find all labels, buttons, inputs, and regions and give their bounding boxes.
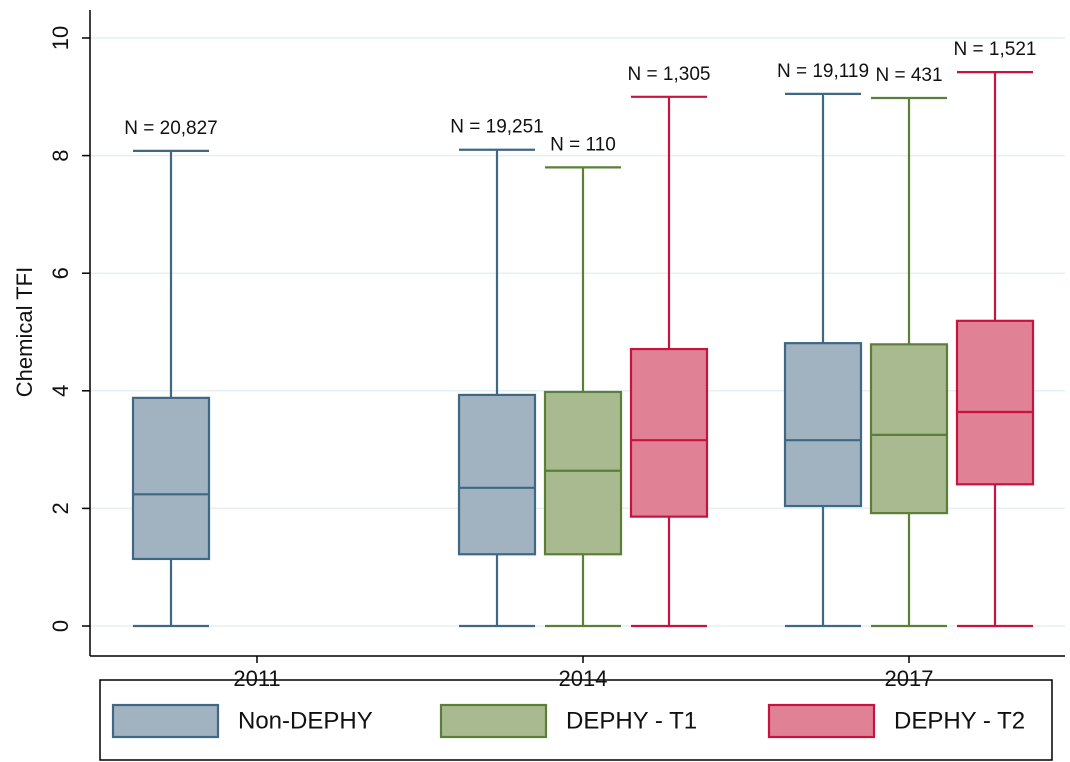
y-tick-label: 4 — [48, 385, 73, 397]
x-tick-label: 2014 — [559, 666, 608, 691]
box — [131, 396, 211, 561]
box — [783, 342, 863, 508]
y-tick-label: 0 — [48, 620, 73, 632]
y-axis-label: Chemical TFI — [12, 267, 37, 397]
n-label: N = 19,119 — [777, 61, 869, 82]
n-label: N = 1,305 — [628, 64, 711, 85]
x-tick-label: 2011 — [233, 666, 280, 691]
legend-label: Non-DEPHY — [238, 707, 373, 734]
box — [869, 343, 949, 515]
n-label: N = 110 — [550, 134, 616, 155]
y-tick-label: 2 — [48, 502, 73, 514]
y-tick-label: 10 — [48, 26, 73, 50]
legend-swatch — [111, 703, 220, 739]
n-label: N = 19,251 — [450, 117, 544, 138]
box — [457, 393, 537, 556]
legend-swatch — [439, 703, 548, 739]
legend-label: DEPHY - T1 — [566, 707, 697, 734]
y-tick-label: 8 — [48, 149, 73, 161]
n-label: N = 1,521 — [954, 39, 1037, 60]
legend-frame — [99, 679, 1053, 761]
y-tick-label: 6 — [48, 267, 73, 279]
n-label: N = 431 — [875, 65, 942, 86]
legend-label: DEPHY - T2 — [894, 707, 1025, 734]
box — [629, 347, 709, 518]
x-tick-label: 2017 — [885, 666, 934, 691]
n-label: N = 20,827 — [124, 118, 218, 139]
legend-swatch — [767, 703, 876, 739]
box — [543, 390, 623, 556]
box — [955, 319, 1035, 486]
